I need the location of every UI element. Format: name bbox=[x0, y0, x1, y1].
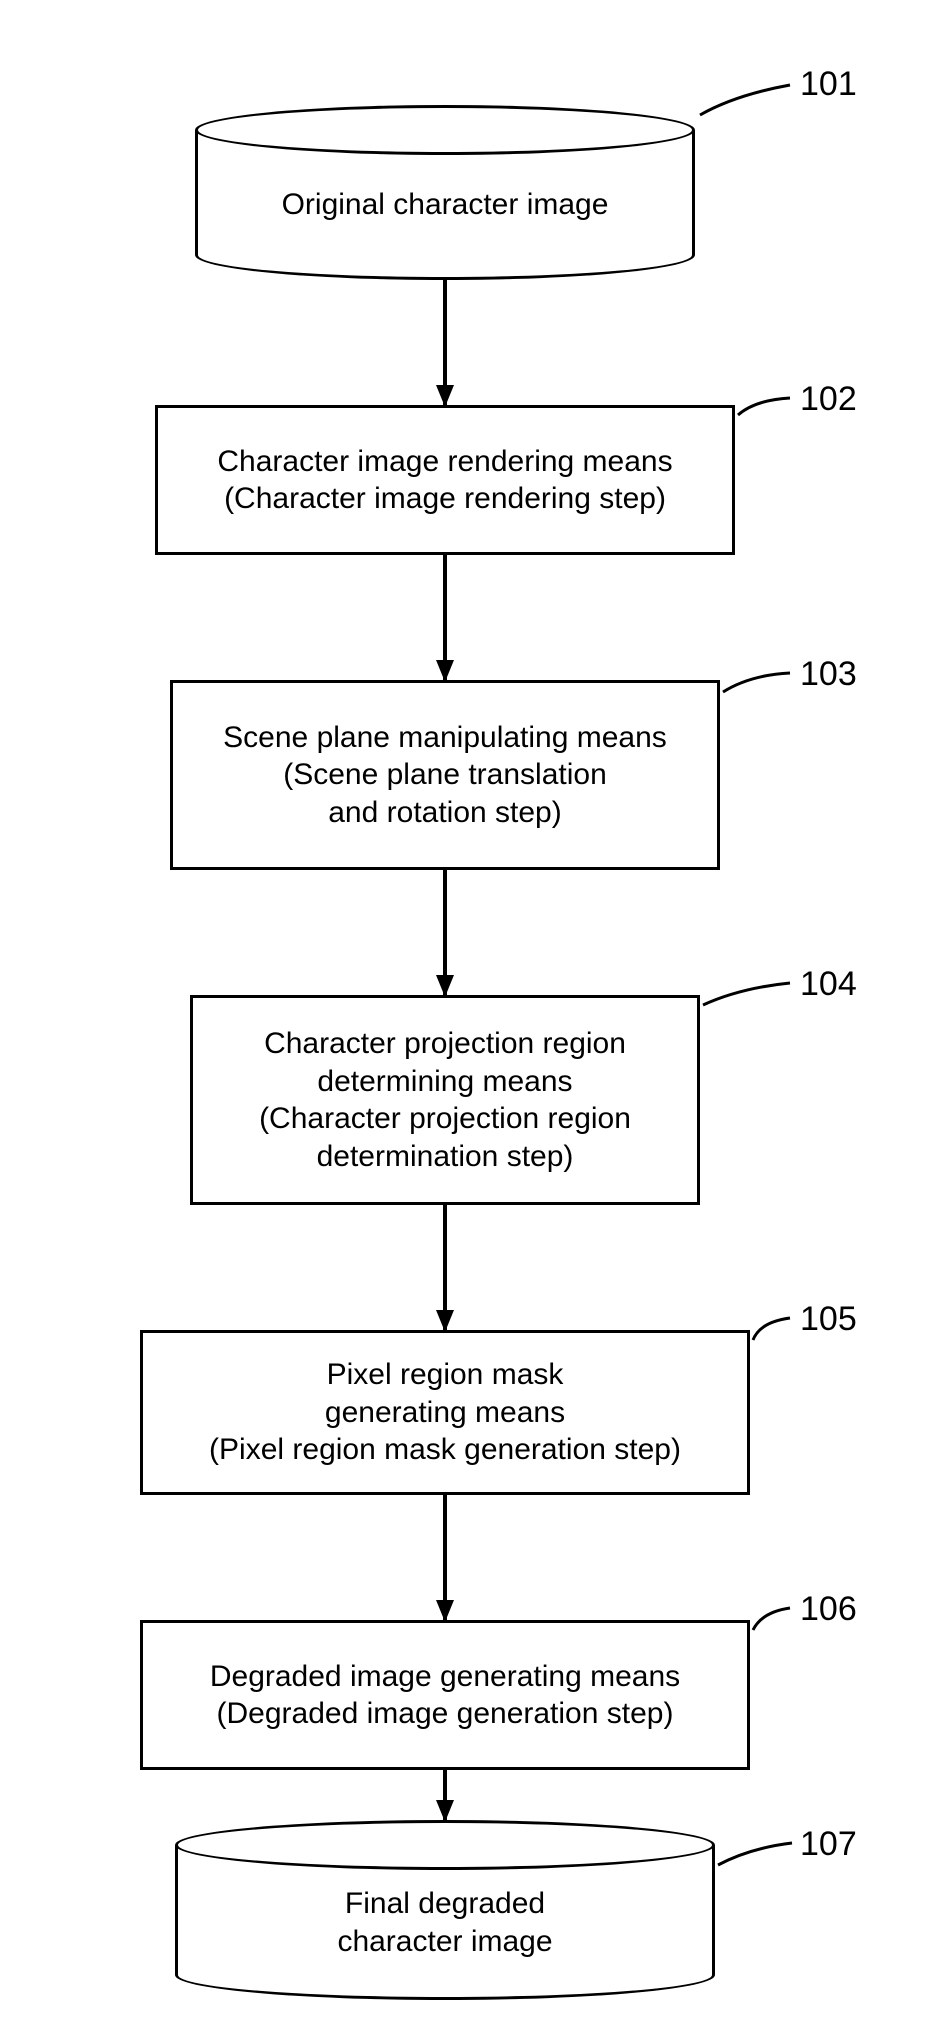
ref-leader-curve bbox=[703, 983, 790, 1005]
ref-leader-curve bbox=[700, 85, 790, 115]
ref-label-105: 105 bbox=[800, 1300, 857, 1339]
ref-label-104: 104 bbox=[800, 965, 857, 1004]
flow-node-n103: Scene plane manipulating means(Scene pla… bbox=[170, 680, 720, 870]
flow-node-n104: Character projection regiondetermining m… bbox=[190, 995, 700, 1205]
node-label-line: Scene plane manipulating means bbox=[223, 719, 667, 757]
node-label-line: (Pixel region mask generation step) bbox=[209, 1431, 681, 1469]
flow-node-n106: Degraded image generating means(Degraded… bbox=[140, 1620, 750, 1770]
ref-leader-curve bbox=[723, 673, 790, 692]
node-label-line: determining means bbox=[317, 1063, 572, 1101]
node-label-line: (Degraded image generation step) bbox=[217, 1695, 674, 1733]
ref-label-106: 106 bbox=[800, 1590, 857, 1629]
node-label-line: Original character image bbox=[282, 186, 609, 224]
node-label-line: (Character image rendering step) bbox=[224, 480, 666, 518]
ref-leader-curve bbox=[718, 1843, 792, 1865]
node-label-line: character image bbox=[337, 1923, 552, 1961]
node-label-line: Character projection region bbox=[264, 1025, 626, 1063]
ref-leader-curve bbox=[753, 1318, 790, 1340]
node-label-line: Degraded image generating means bbox=[210, 1658, 680, 1696]
flow-node-n101: Original character image bbox=[195, 105, 695, 280]
ref-label-107: 107 bbox=[800, 1825, 857, 1864]
flowchart-canvas: Original character image Character image … bbox=[0, 0, 951, 2027]
ref-leader-curve bbox=[753, 1608, 790, 1630]
node-label-line: Final degraded bbox=[345, 1885, 545, 1923]
node-label-line: generating means bbox=[325, 1394, 565, 1432]
flow-node-n105: Pixel region maskgenerating means(Pixel … bbox=[140, 1330, 750, 1495]
ref-label-103: 103 bbox=[800, 655, 857, 694]
ref-label-101: 101 bbox=[800, 65, 857, 104]
node-label-line: Pixel region mask bbox=[327, 1356, 564, 1394]
ref-leader-curve bbox=[738, 398, 790, 415]
flow-node-n107: Final degradedcharacter image bbox=[175, 1820, 715, 2000]
node-label-line: Character image rendering means bbox=[217, 443, 672, 481]
node-label-line: (Character projection region bbox=[259, 1100, 631, 1138]
node-label-line: determination step) bbox=[317, 1138, 574, 1176]
ref-label-102: 102 bbox=[800, 380, 857, 419]
node-label-line: (Scene plane translation bbox=[283, 756, 607, 794]
node-label-line: and rotation step) bbox=[328, 794, 561, 832]
flow-node-n102: Character image rendering means(Characte… bbox=[155, 405, 735, 555]
